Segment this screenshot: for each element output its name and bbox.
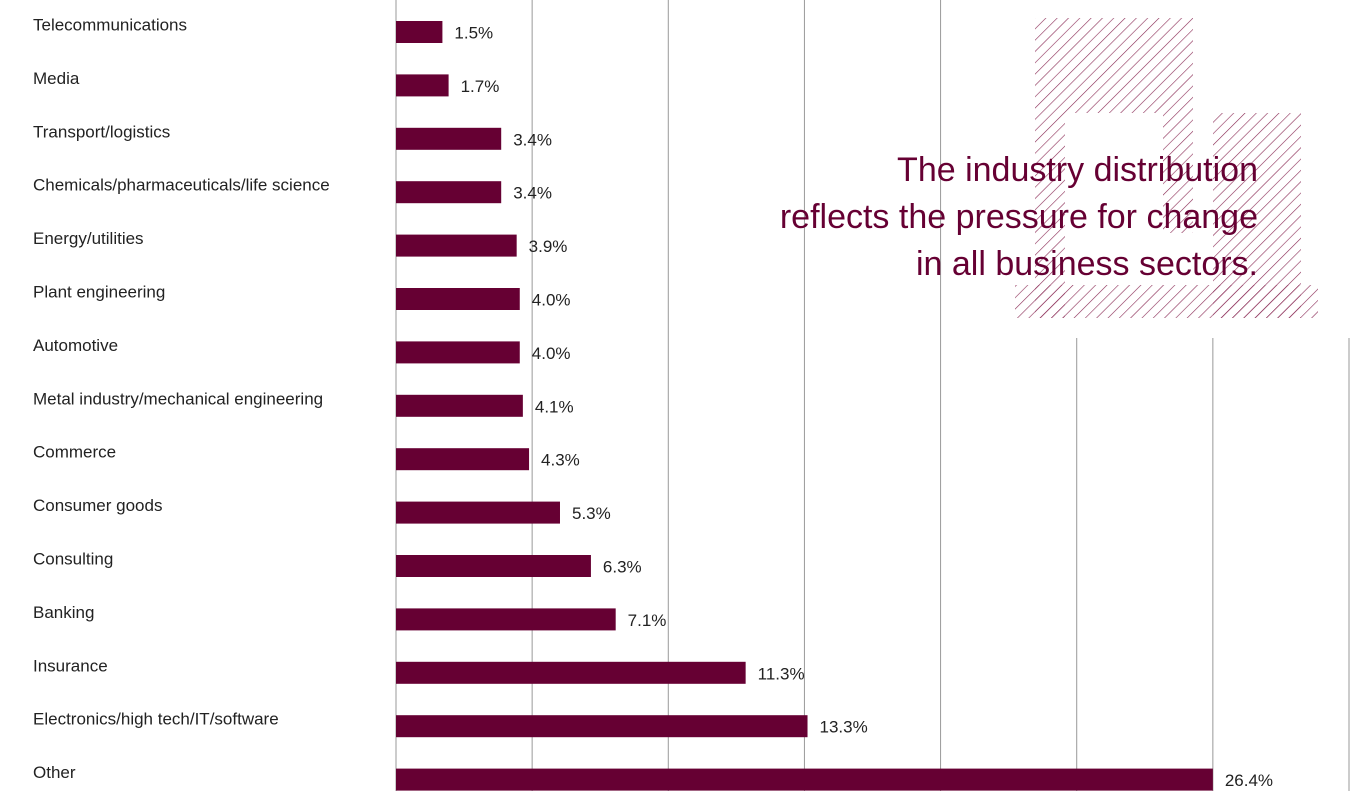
annotation: The industry distribution bbox=[897, 151, 1258, 189]
annotation: in all business sectors. bbox=[916, 245, 1258, 283]
bar bbox=[396, 555, 591, 577]
annotation: reflects the pressure for change bbox=[780, 198, 1258, 236]
category-label: Commerce bbox=[33, 443, 116, 462]
category-label: Telecommunications bbox=[33, 15, 187, 34]
value-label: 3.9% bbox=[529, 237, 568, 256]
value-label: 11.3% bbox=[758, 664, 805, 683]
value-label: 7.1% bbox=[628, 611, 667, 630]
value-label: 4.3% bbox=[541, 451, 580, 470]
category-label: Plant engineering bbox=[33, 282, 165, 301]
category-label: Energy/utilities bbox=[33, 229, 144, 248]
bar bbox=[396, 394, 523, 417]
hatch-decoration bbox=[1015, 18, 1318, 318]
bar bbox=[396, 74, 449, 97]
category-label: Chemicals/pharmaceuticals/life science bbox=[33, 176, 330, 195]
value-label: 3.4% bbox=[513, 130, 552, 149]
value-label: 3.4% bbox=[513, 184, 552, 203]
bar bbox=[396, 234, 517, 257]
category-label: Consumer goods bbox=[33, 496, 162, 515]
category-label: Banking bbox=[33, 603, 94, 622]
bar bbox=[396, 608, 616, 631]
bar bbox=[396, 127, 502, 150]
value-label: 1.5% bbox=[454, 23, 493, 42]
bar bbox=[396, 341, 520, 364]
bar bbox=[396, 181, 502, 204]
bar bbox=[396, 768, 1213, 791]
value-label: 1.7% bbox=[461, 77, 500, 96]
bar bbox=[396, 715, 808, 738]
value-label: 5.3% bbox=[572, 504, 611, 523]
value-label: 4.0% bbox=[532, 344, 571, 363]
bar bbox=[396, 448, 530, 471]
category-label: Media bbox=[33, 69, 80, 88]
value-label: 4.0% bbox=[532, 290, 571, 309]
category-label: Transport/logistics bbox=[33, 122, 170, 141]
value-label: 13.3% bbox=[820, 718, 868, 737]
bar bbox=[396, 501, 560, 524]
value-label: 6.3% bbox=[603, 557, 642, 576]
bar bbox=[396, 288, 520, 310]
bar bbox=[396, 21, 443, 43]
category-label: Automotive bbox=[33, 336, 118, 355]
category-label: Electronics/high tech/IT/software bbox=[33, 710, 279, 729]
value-label: 4.1% bbox=[535, 397, 574, 416]
category-label: Insurance bbox=[33, 656, 108, 675]
category-label: Consulting bbox=[33, 549, 113, 568]
value-label: 26.4% bbox=[1225, 771, 1273, 790]
category-label: Metal industry/mechanical engineering bbox=[33, 389, 323, 408]
bar bbox=[396, 661, 746, 684]
category-label: Other bbox=[33, 763, 76, 782]
